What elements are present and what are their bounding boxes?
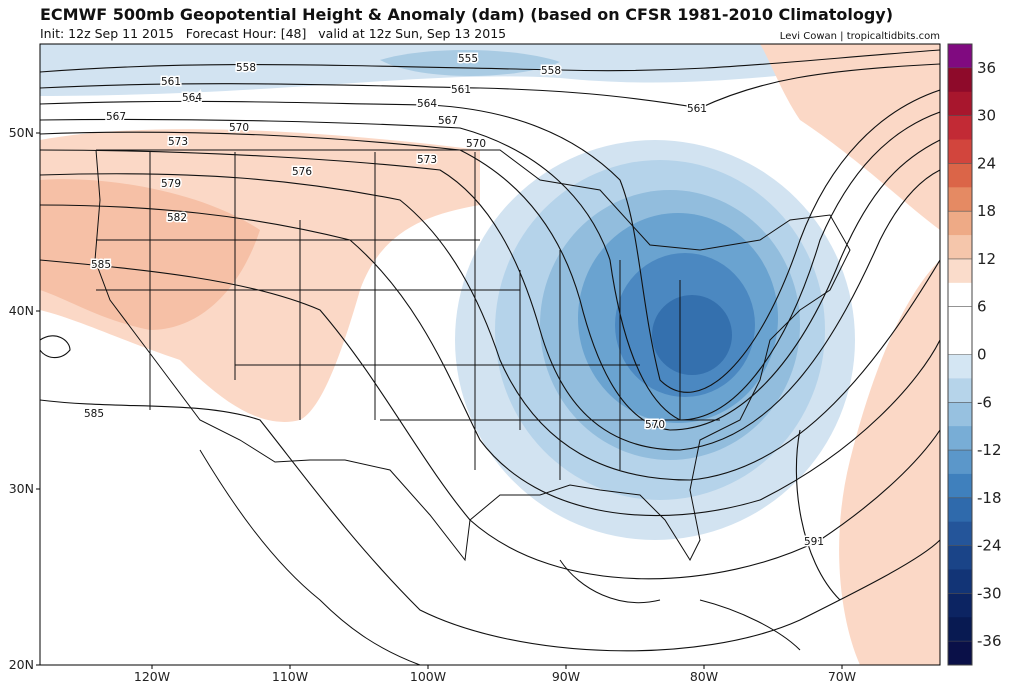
colorbar-label: 24	[977, 154, 996, 172]
lon-label: 80W	[690, 669, 718, 684]
lat-label: 50N	[9, 125, 34, 140]
lon-label: 100W	[410, 669, 446, 684]
colorbar-bin	[948, 450, 972, 475]
colorbar-bin	[948, 235, 972, 260]
colorbar-bin	[948, 187, 972, 212]
colorbar: 36 30 24 18 12 6 0 -6 -12 -18 -24 -30 -36	[947, 43, 1002, 666]
colorbar-label: 18	[977, 202, 996, 220]
lon-label: 120W	[134, 669, 170, 684]
colorbar-bin	[948, 211, 972, 236]
colorbar-bin	[948, 402, 972, 427]
colorbar-bin	[948, 521, 972, 547]
contour-label: 570	[645, 419, 665, 431]
colorbar-bin	[948, 426, 972, 451]
contour-label: 573	[417, 154, 437, 166]
contour-label: 573	[168, 136, 188, 148]
colorbar-bin	[948, 641, 972, 666]
colorbar-bin	[948, 139, 972, 164]
colorbar-bin	[948, 593, 972, 618]
colorbar-bin	[948, 569, 972, 594]
colorbar-label: -12	[977, 441, 1002, 459]
colorbar-label: 6	[977, 298, 987, 316]
contour-label: 564	[417, 98, 437, 110]
contour-label: 579	[161, 178, 181, 190]
colorbar-label: 36	[977, 59, 996, 77]
contour-label: 567	[106, 111, 126, 123]
lon-label: 110W	[272, 669, 308, 684]
contour-label: 561	[161, 76, 181, 88]
colorbar-label: -24	[977, 537, 1002, 555]
contour-label: 558	[541, 65, 561, 77]
contour-label: 591	[804, 536, 824, 548]
colorbar-bin	[948, 545, 972, 570]
contour-label: 570	[466, 138, 486, 150]
lon-label: 70W	[828, 669, 856, 684]
colorbar-bin	[948, 115, 972, 141]
colorbar-label: -36	[977, 632, 1002, 650]
colorbar-label: -6	[977, 393, 992, 411]
credit: Levi Cowan | tropicaltidbits.com	[780, 31, 940, 42]
colorbar-bin	[948, 258, 972, 284]
colorbar-label: 0	[977, 346, 987, 364]
colorbar-label: 12	[977, 250, 996, 268]
contour-label: 555	[458, 53, 478, 65]
contour-label: 561	[451, 84, 471, 96]
colorbar-bin	[948, 163, 972, 188]
colorbar-bin	[948, 354, 972, 379]
colorbar-bin	[948, 44, 972, 69]
lon-label: 90W	[552, 669, 580, 684]
colorbar-bin	[948, 617, 972, 642]
contour-label: 585	[84, 408, 104, 420]
lat-label: 40N	[9, 303, 34, 318]
colorbar-bin	[948, 378, 972, 403]
colorbar-label: -18	[977, 489, 1002, 507]
lat-label: 20N	[9, 657, 34, 672]
colorbar-bin	[948, 330, 972, 355]
colorbar-bin	[948, 497, 972, 523]
run-info: Init: 12z Sep 11 2015 Forecast Hour: [48…	[40, 26, 506, 41]
contour-label: 570	[229, 122, 249, 134]
colorbar-bin	[948, 91, 972, 117]
contour-label: 576	[292, 166, 312, 178]
colorbar-bin	[948, 306, 972, 332]
title: ECMWF 500mb Geopotential Height & Anomal…	[40, 5, 893, 24]
contour-label: 567	[438, 115, 458, 127]
lat-label: 30N	[9, 481, 34, 496]
contour-label: 564	[182, 92, 202, 104]
contour-label: 585	[91, 259, 111, 271]
contour-label: 561	[687, 103, 707, 115]
colorbar-label: -30	[977, 584, 1002, 602]
colorbar-bin	[948, 67, 972, 93]
contour-label: 558	[236, 62, 256, 74]
colorbar-bin	[948, 473, 972, 499]
colorbar-bin	[948, 282, 972, 308]
colorbar-label: 30	[977, 107, 996, 125]
contour-label: 582	[167, 212, 187, 224]
